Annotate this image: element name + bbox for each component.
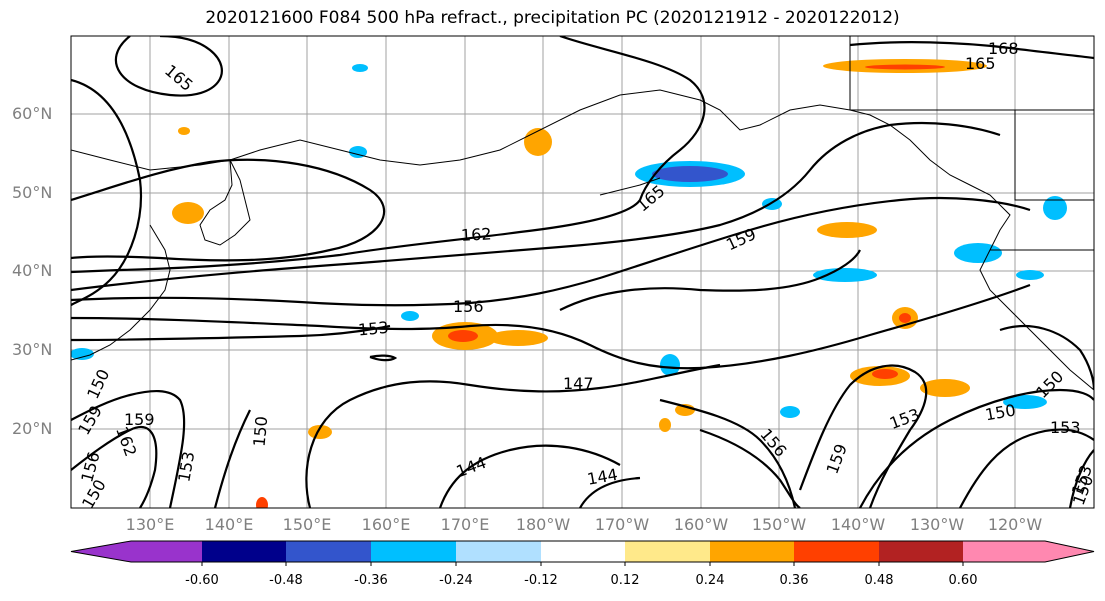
graticule (71, 36, 1094, 508)
lon-label: 140°E (204, 515, 254, 534)
contour-label: 159 (124, 410, 155, 429)
lon-label: 140°W (830, 515, 886, 534)
lon-label: 130°W (909, 515, 965, 534)
lat-label: 20°N (12, 419, 53, 438)
colorbar-segment (202, 541, 286, 562)
colorbar-tick-label: -0.24 (439, 573, 473, 588)
contour-label: 150 (984, 400, 1017, 424)
lon-label: 160°E (361, 515, 411, 534)
contour-label: 156 (77, 450, 103, 484)
colorbar-outline (70, 540, 1095, 563)
lat-label: 40°N (12, 261, 53, 280)
lon-label: 120°W (987, 515, 1043, 534)
lat-label: 30°N (12, 340, 53, 359)
contour-label: 165 (965, 54, 996, 73)
colorbar-segment (794, 541, 879, 562)
contour-label: 150 (250, 415, 272, 447)
contour-label: 156 (453, 297, 484, 316)
colorbar-segment (710, 541, 794, 562)
contour-label: 150 (83, 366, 113, 402)
colorbar-tick-label: -0.48 (269, 573, 303, 588)
colorbar (70, 540, 1095, 566)
plot-frame (70, 35, 1095, 509)
colorbar-tick-label: 0.36 (779, 573, 809, 588)
lon-label: 180°W (515, 515, 571, 534)
colorbar-tick-label: 0.60 (948, 573, 978, 588)
colorbar-tick-label: -0.60 (185, 573, 219, 588)
colorbar-segment (541, 541, 625, 562)
colorbar-tick-label: -0.12 (524, 573, 558, 588)
contour-label: 165 (633, 181, 669, 215)
refractivity-contours (71, 36, 1094, 508)
lon-label: 130°E (125, 515, 175, 534)
colorbar-segment (456, 541, 541, 562)
contour-label: 159 (74, 402, 106, 438)
contour-label: 168 (988, 39, 1019, 58)
contour-label: 144 (454, 453, 489, 481)
contour-label: 153 (174, 450, 198, 483)
colorbar-segment (286, 541, 371, 562)
lat-label: 60°N (12, 104, 53, 123)
lon-label: 150°E (282, 515, 332, 534)
contour-label: 153 (357, 318, 389, 340)
contour-label: 162 (460, 224, 491, 245)
map-title: 2020121600 F084 500 hPa refract., precip… (205, 8, 900, 28)
colorbar-tick-label: 0.48 (864, 573, 894, 588)
contour-label: 159 (823, 441, 851, 476)
colorbar-segment (879, 541, 963, 562)
colorbar-tick-label: 0.24 (695, 573, 725, 588)
lon-label: 150°W (751, 515, 807, 534)
lat-label: 50°N (12, 183, 53, 202)
coastlines (71, 36, 1094, 391)
lon-label: 170°E (440, 515, 490, 534)
contour-label: 147 (563, 374, 594, 393)
contour-label: 156 (756, 425, 790, 461)
contour-label: 165 (161, 61, 197, 95)
colorbar-segment (963, 541, 1094, 562)
contour-label: 153 (1050, 418, 1081, 437)
contour-label: 144 (586, 465, 619, 489)
lon-label: 160°W (673, 515, 729, 534)
colorbar-segment (71, 541, 202, 562)
colorbar-tick-label: 0.12 (610, 573, 640, 588)
colorbar-segment (371, 541, 456, 562)
colorbar-tick-label: -0.36 (354, 573, 388, 588)
lon-label: 170°W (594, 515, 650, 534)
colorbar-segment (625, 541, 710, 562)
precip-shading (71, 59, 1067, 508)
